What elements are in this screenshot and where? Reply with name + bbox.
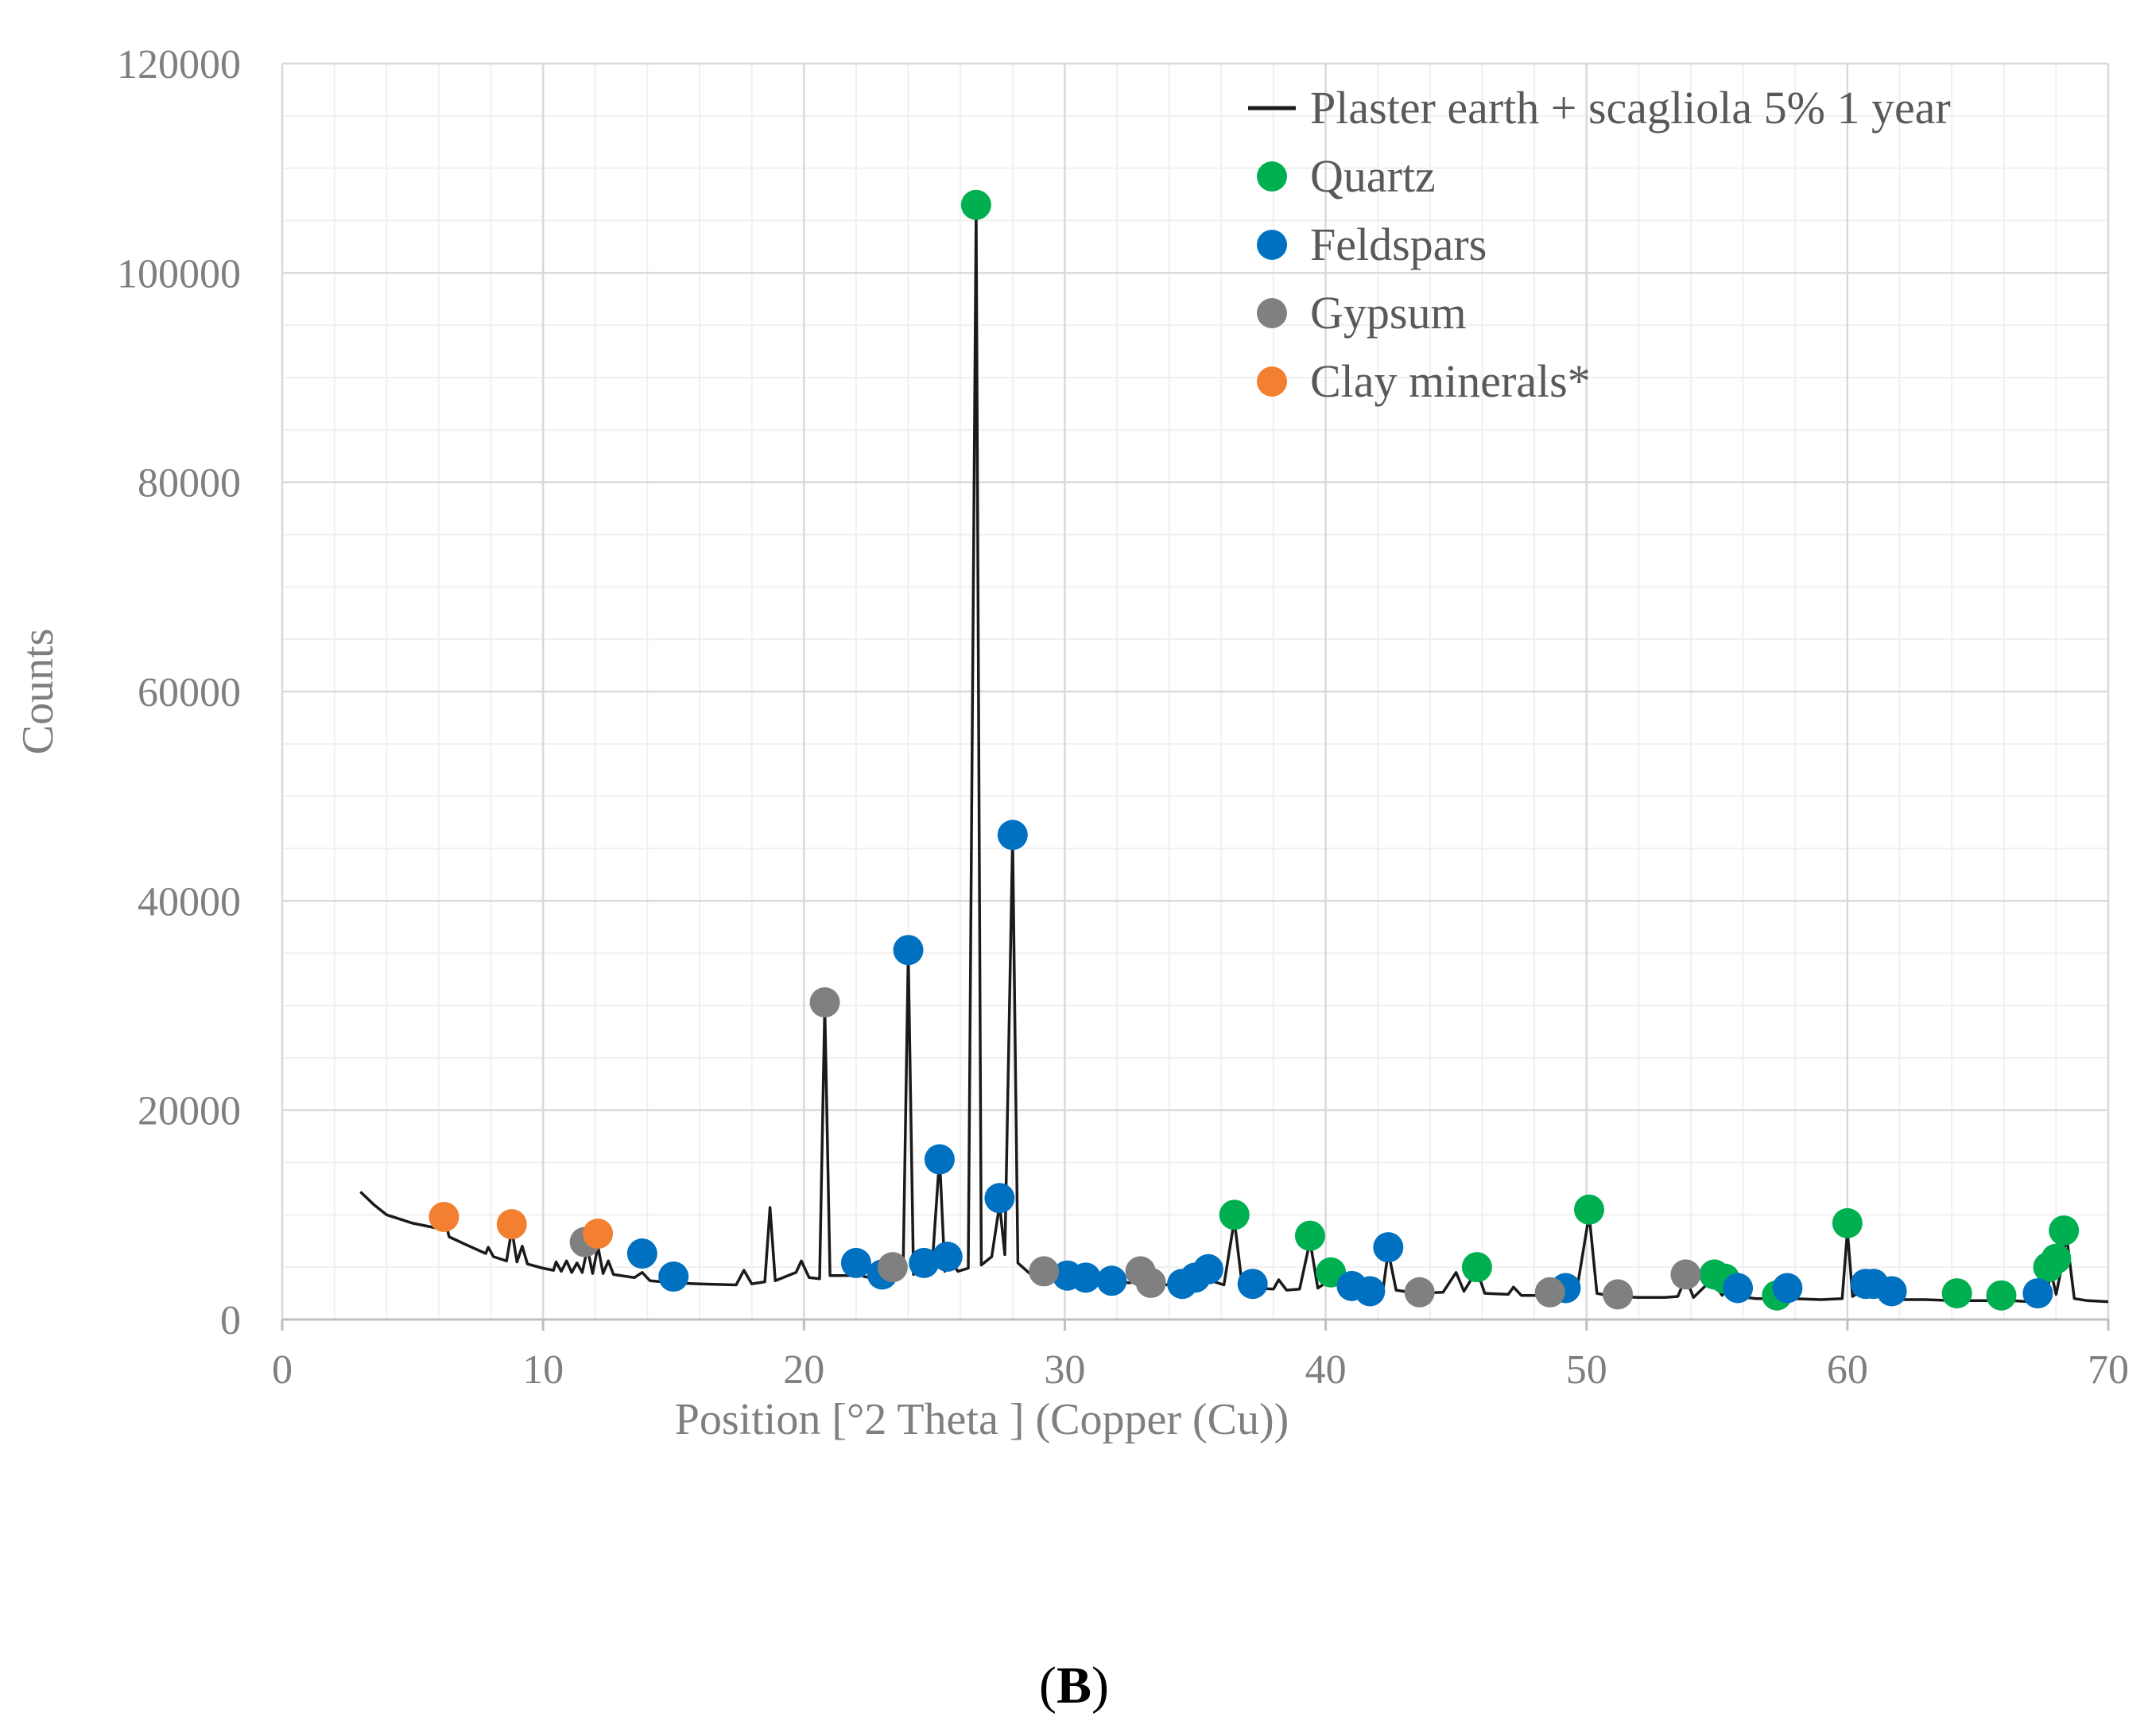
y-tick-label: 40000 (138, 879, 241, 924)
marker-feldspars (2022, 1278, 2053, 1309)
major-gridlines (281, 62, 2110, 1321)
y-tick-label: 80000 (138, 461, 241, 506)
x-axis-ticks: 0 10 20 30 40 50 60 70 (272, 1319, 2129, 1393)
marker-feldspars (1096, 1265, 1127, 1296)
x-tick-label: 60 (1827, 1347, 1868, 1393)
marker-feldspars (1070, 1262, 1101, 1293)
x-tick-label: 20 (783, 1347, 824, 1393)
y-axis-ticks: 0 20000 40000 60000 80000 100000 120000 (117, 42, 241, 1343)
legend-marker-swatch (1257, 298, 1287, 328)
x-axis-title: Position [°2 Theta ] (Copper (Cu)) (675, 1395, 1289, 1444)
marker-gypsum (1135, 1267, 1166, 1298)
marker-feldspars (924, 1144, 955, 1175)
x-tick-label: 30 (1044, 1347, 1085, 1393)
marker-clay-minerals (496, 1209, 527, 1240)
marker-feldspars (909, 1247, 940, 1278)
series-line-plaster-earth (359, 208, 2109, 1304)
marker-feldspars (1876, 1276, 1907, 1307)
marker-gypsum (1534, 1277, 1565, 1308)
panel-label-open: ( (1039, 1657, 1057, 1715)
legend-label: Clay minerals* (1310, 355, 1591, 407)
marker-quartz (960, 189, 991, 220)
marker-feldspars (1723, 1273, 1754, 1304)
x-tick-label: 40 (1305, 1347, 1347, 1393)
marker-quartz (1219, 1199, 1250, 1230)
marker-feldspars (840, 1247, 871, 1278)
legend-label: Feldspars (1310, 219, 1487, 270)
marker-quartz (1986, 1280, 2017, 1311)
marker-gypsum (809, 987, 840, 1018)
legend-label: Gypsum (1310, 287, 1467, 339)
marker-feldspars (893, 935, 924, 966)
panel-label-letter: B (1057, 1657, 1091, 1715)
y-axis-title: Counts (14, 629, 63, 755)
marker-feldspars (997, 820, 1028, 851)
marker-feldspars (1373, 1232, 1404, 1263)
phase-markers (428, 189, 2080, 1311)
marker-quartz (1941, 1278, 1972, 1309)
y-tick-label: 120000 (117, 42, 241, 87)
legend-marker-swatch (1257, 230, 1287, 260)
x-tick-label: 0 (272, 1347, 293, 1393)
x-tick-label: 50 (1566, 1347, 1607, 1393)
marker-gypsum (1670, 1259, 1701, 1290)
y-tick-label: 20000 (138, 1089, 241, 1134)
legend-marker-swatch (1257, 161, 1287, 192)
marker-feldspars (932, 1242, 963, 1272)
marker-clay-minerals (428, 1201, 459, 1232)
marker-feldspars (626, 1238, 657, 1269)
marker-gypsum (877, 1252, 908, 1283)
legend-label: Quartz (1310, 150, 1436, 202)
legend-marker-swatch (1257, 366, 1287, 397)
legend-label: Plaster earth + scagliola 5% 1 year (1310, 82, 1951, 134)
marker-quartz (1294, 1220, 1325, 1251)
marker-feldspars (1237, 1269, 1268, 1300)
marker-gypsum (1029, 1256, 1060, 1287)
marker-quartz (1461, 1252, 1492, 1283)
x-tick-label: 70 (2088, 1347, 2129, 1393)
marker-feldspars (1355, 1276, 1386, 1307)
marker-feldspars (1772, 1273, 1803, 1304)
legend: Plaster earth + scagliola 5% 1 year Quart… (1248, 82, 1951, 407)
marker-feldspars (984, 1183, 1015, 1214)
marker-quartz (1573, 1194, 1604, 1225)
marker-gypsum (1404, 1277, 1435, 1308)
x-tick-label: 10 (522, 1347, 564, 1393)
marker-quartz (1832, 1207, 1863, 1238)
marker-feldspars (658, 1261, 689, 1292)
marker-clay-minerals (583, 1219, 614, 1250)
marker-quartz (2041, 1243, 2072, 1274)
marker-quartz (2049, 1215, 2080, 1246)
marker-feldspars (1192, 1254, 1223, 1285)
y-tick-label: 100000 (117, 251, 241, 296)
panel-label-close: ) (1091, 1657, 1109, 1715)
y-tick-label: 60000 (138, 670, 241, 715)
marker-gypsum (1603, 1279, 1634, 1310)
panel-label: (B) (1039, 1657, 1109, 1715)
y-tick-label: 0 (220, 1298, 241, 1343)
